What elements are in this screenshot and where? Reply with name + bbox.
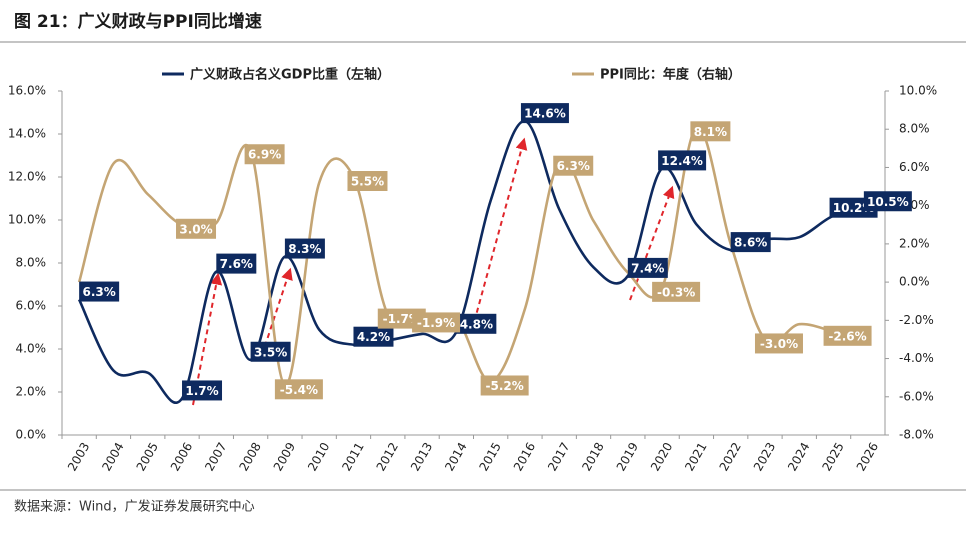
value-label-box: [250, 341, 291, 362]
value-label: -0.3%: [657, 285, 695, 299]
x-tick-label: 2010: [305, 440, 332, 473]
value-label-box: [456, 313, 497, 334]
source-note: 数据来源：Wind，广发证券发展研究中心: [14, 499, 255, 515]
y-tick-label: 6.0%: [16, 299, 47, 313]
value-label: 8.6%: [734, 236, 767, 250]
x-tick-label: 2025: [819, 440, 846, 473]
x-tick-label: 2020: [648, 440, 675, 473]
x-tick-label: 2017: [545, 440, 572, 473]
value-label: 6.9%: [248, 148, 281, 162]
value-label: 3.5%: [254, 345, 287, 359]
value-label-box: [823, 325, 872, 346]
value-label: 5.5%: [351, 175, 384, 189]
x-tick-label: 2007: [202, 440, 229, 473]
value-label-box: [284, 238, 325, 259]
y2-tick-label: -8.0%: [899, 428, 934, 442]
value-label-box: [627, 257, 668, 278]
x-tick-label: 2022: [717, 440, 744, 473]
x-tick-label: 2013: [408, 440, 435, 473]
value-label: -2.6%: [828, 329, 866, 343]
value-label: 3.0%: [179, 222, 212, 236]
value-label: 10.5%: [867, 195, 909, 209]
x-tick-label: 2024: [785, 440, 812, 473]
y-tick-label: 0.0%: [16, 428, 47, 442]
y2-tick-label: 0.0%: [899, 275, 930, 289]
x-tick-label: 2004: [99, 440, 126, 473]
y2-tick-label: -6.0%: [899, 389, 934, 403]
value-label-box: [553, 155, 594, 176]
value-label-box: [244, 144, 285, 165]
y-tick-label: 12.0%: [8, 170, 46, 184]
arrow: [261, 267, 293, 356]
y2-tick-label: -4.0%: [899, 351, 934, 365]
x-tick-label: 2014: [442, 440, 469, 473]
value-label: -3.0%: [760, 337, 798, 351]
value-label-box: [216, 253, 257, 274]
y-tick-label: 8.0%: [16, 256, 47, 270]
x-tick-label: 2012: [374, 440, 401, 473]
y2-tick-label: 6.0%: [899, 160, 930, 174]
value-label-box: [347, 171, 388, 191]
value-label: 8.3%: [288, 242, 321, 256]
value-label: -1.7%: [383, 312, 421, 326]
x-tick-label: 2016: [511, 440, 538, 473]
value-label: -5.2%: [486, 379, 524, 393]
value-label-box: [754, 333, 803, 354]
value-label: -1.9%: [417, 316, 455, 330]
x-tick-label: 2026: [854, 440, 881, 473]
legend-label: 广义财政占名义GDP比重（左轴）: [190, 67, 390, 83]
y2-tick-label: 8.0%: [899, 122, 930, 136]
value-label: 4.2%: [357, 330, 390, 344]
y-tick-label: 10.0%: [8, 213, 46, 227]
x-tick-label: 2011: [339, 440, 366, 473]
y2-tick-label: 10.0%: [899, 84, 937, 98]
value-label: 12.4%: [661, 154, 703, 168]
series-line: [77, 119, 869, 404]
value-label-box: [520, 103, 569, 124]
legend-label: PPI同比：年度（右轴）: [600, 67, 741, 83]
x-tick-label: 2015: [477, 440, 504, 473]
value-label-box: [863, 191, 912, 212]
value-label-box: [182, 380, 223, 401]
x-tick-label: 2003: [65, 440, 92, 473]
value-label: 4.8%: [460, 317, 493, 331]
x-tick-label: 2019: [614, 440, 641, 473]
x-tick-label: 2008: [236, 440, 263, 473]
value-label: 7.6%: [220, 257, 253, 271]
arrow: [471, 137, 528, 331]
x-tick-label: 2018: [579, 440, 606, 473]
value-label: -5.4%: [280, 383, 318, 397]
series-line: [77, 125, 834, 387]
value-label: 8.1%: [694, 125, 727, 139]
y-tick-label: 16.0%: [8, 84, 46, 98]
y-tick-label: 2.0%: [16, 385, 47, 399]
value-label: 6.3%: [557, 159, 590, 173]
x-tick-label: 2023: [751, 440, 778, 473]
value-label-box: [353, 326, 394, 347]
x-tick-label: 2021: [682, 440, 709, 473]
value-label: 14.6%: [524, 107, 566, 121]
value-label: 7.4%: [631, 261, 664, 275]
value-label-box: [652, 281, 701, 302]
y2-tick-label: -2.0%: [899, 313, 934, 327]
y-tick-label: 14.0%: [8, 127, 46, 141]
y2-tick-label: 2.0%: [899, 236, 930, 250]
x-tick-label: 2006: [168, 440, 195, 473]
x-tick-label: 2005: [134, 440, 161, 473]
value-label-box: [730, 232, 771, 253]
value-label-box: [480, 375, 529, 396]
value-label-box: [176, 218, 217, 239]
value-label-box: [658, 150, 707, 171]
value-label-box: [412, 312, 461, 333]
value-label-box: [690, 121, 731, 142]
value-label-box: [274, 379, 323, 400]
value-label: 1.7%: [185, 384, 218, 398]
chart-title: 图 21：广义财政与PPI同比增速: [14, 11, 262, 32]
value-label-box: [79, 281, 120, 302]
value-label: 6.3%: [83, 285, 116, 299]
x-tick-label: 2009: [271, 440, 298, 473]
y-tick-label: 4.0%: [16, 342, 47, 356]
arrow: [629, 185, 675, 301]
